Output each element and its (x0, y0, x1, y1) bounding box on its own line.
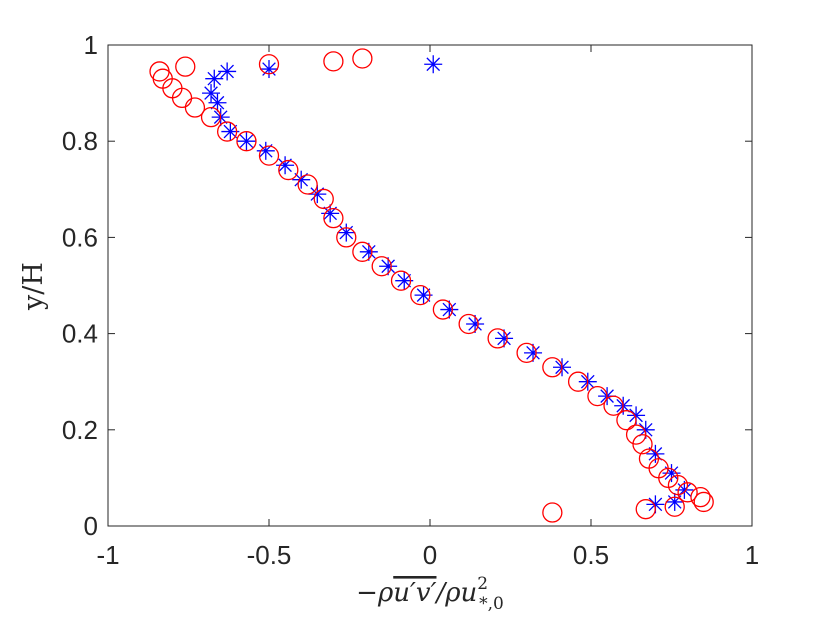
circle-point (516, 342, 537, 363)
asterisk-point (205, 69, 224, 88)
circle-point (567, 371, 589, 392)
asterisk-point (466, 314, 485, 333)
circle-point (690, 486, 711, 508)
circle-point (175, 56, 196, 77)
circle-point (635, 499, 656, 520)
x-axis-label-prefix: −ρ (356, 578, 394, 608)
y-tick-label: 0.4 (62, 319, 98, 349)
asterisk-point (308, 185, 327, 204)
asterisk-point (237, 132, 256, 151)
y-tick-label: 0.8 (62, 126, 98, 156)
x-tick-label: -0.5 (247, 540, 292, 570)
series-circles (149, 48, 714, 523)
y-tick-label: 1 (84, 30, 98, 60)
asterisk-point (524, 343, 543, 362)
circle-point (352, 241, 373, 262)
asterisk-point (218, 62, 237, 81)
asterisk-point (646, 495, 665, 514)
asterisk-point (276, 156, 295, 175)
y-axis-label: y/H (18, 262, 49, 311)
asterisk-point (424, 55, 443, 74)
circle-point (258, 145, 280, 166)
circle-point (200, 107, 222, 128)
circle-point (616, 410, 637, 431)
x-tick-label: 1 (745, 540, 759, 570)
asterisk-point (337, 223, 356, 242)
asterisk-point (292, 170, 311, 189)
circle-point (184, 97, 206, 118)
circle-point (258, 54, 280, 75)
y-tick-label: 0.2 (62, 415, 98, 445)
circle-point (390, 270, 412, 291)
asterisk-point (665, 492, 684, 511)
x-axis-label: −ρu′v′/ρu2 *,0 (356, 574, 504, 614)
circle-point (603, 395, 624, 416)
y-tick-label: 0.6 (62, 222, 98, 252)
series-layer (149, 48, 714, 523)
circle-point (236, 131, 257, 152)
y-tick-labels: 0 0.2 0.4 0.6 0.8 1 (62, 30, 98, 541)
circle-point (542, 357, 563, 378)
x-tick-label: 0.5 (573, 540, 609, 570)
asterisk-point (359, 242, 378, 261)
circle-point (352, 48, 373, 69)
circle-point (336, 227, 357, 248)
x-axis-label-sup: 2 (477, 574, 488, 594)
x-tick-labels: -1 -0.5 0 0.5 1 (96, 540, 759, 570)
asterisk-point (627, 406, 646, 425)
axes-box (107, 44, 753, 527)
circle-point (313, 188, 334, 210)
circle-point (664, 496, 685, 517)
circle-point (587, 385, 608, 407)
y-tick-label: 0 (84, 511, 98, 541)
asterisk-point (440, 300, 459, 319)
circle-point (487, 328, 508, 349)
circle-point (638, 448, 660, 469)
asterisk-point (379, 257, 398, 276)
x-tick-label: 0 (423, 540, 437, 570)
x-axis-label-overline: u′v′ (393, 578, 436, 608)
circle-point (149, 61, 170, 82)
asterisk-point (495, 329, 514, 348)
x-tick-label: -1 (96, 540, 119, 570)
circle-point (458, 313, 479, 335)
circle-point (297, 174, 318, 195)
x-axis-label-sub: *,0 (479, 594, 504, 614)
circle-point (693, 491, 714, 513)
circle-point (432, 299, 454, 320)
circle-point (371, 256, 392, 277)
circle-point (542, 502, 563, 523)
circle-point (625, 424, 647, 445)
circle-point (216, 121, 238, 142)
circle-point (410, 284, 431, 306)
circle-point (278, 159, 299, 181)
circle-point (323, 208, 344, 229)
asterisk-point (646, 444, 665, 463)
x-axis-label-middle: /ρu (433, 578, 477, 608)
circle-point (323, 51, 344, 72)
asterisk-point (208, 93, 227, 112)
asterisk-point (260, 60, 278, 79)
asterisk-point (202, 84, 221, 103)
